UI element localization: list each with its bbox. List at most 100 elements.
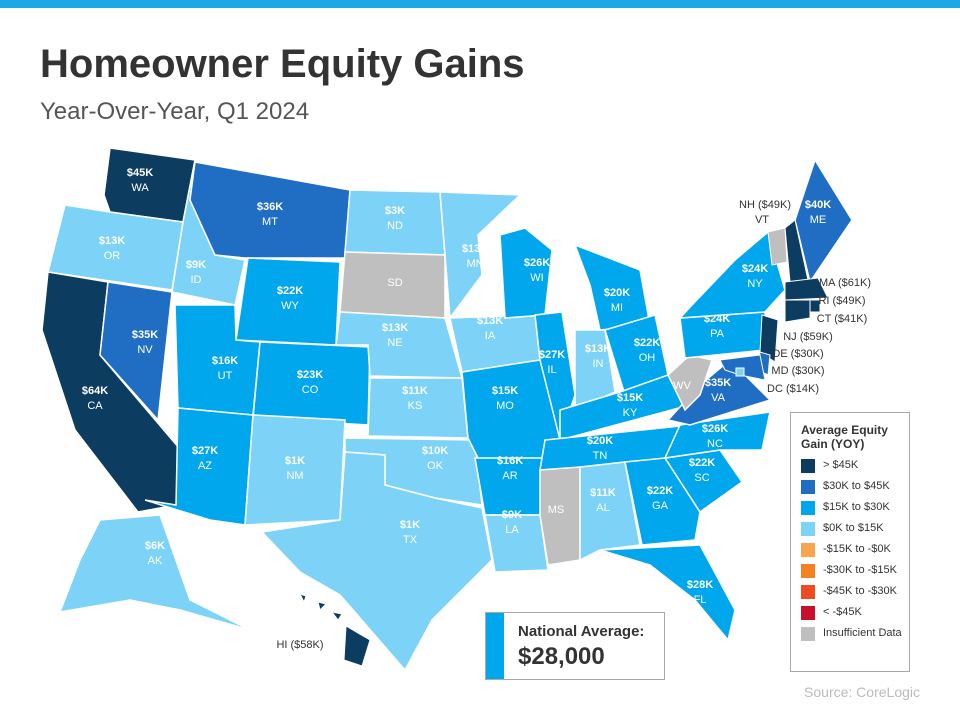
legend-item: > $45K [801,459,909,480]
legend-swatch [801,459,815,473]
legend-item: Insufficient Data [801,627,909,648]
state-value: $35K [705,377,731,389]
legend: Average Equity Gain (YOY) > $45K $30K to … [790,412,910,672]
state-value: $13K [462,243,488,255]
state-value: $27K [539,349,565,361]
state-value: $11K [402,385,428,397]
state-value: $22K [634,337,660,349]
legend-label: $0K to $15K [823,522,884,534]
state-value: $22K [647,485,673,497]
title: Homeowner Equity Gains [40,42,525,86]
legend-swatch [801,480,815,494]
legend-swatch [801,522,815,536]
state [58,514,251,631]
national-average-label: National Average: [518,623,645,640]
state-abbr: AL [596,502,609,514]
state-abbr: TX [403,534,418,546]
state-abbr: IL [547,364,556,376]
state-abbr: OH [639,352,656,364]
state [103,147,196,223]
callout-label: VT [755,214,769,226]
state [260,451,493,672]
state-abbr: WA [131,182,149,194]
state-value: $16K [497,455,523,467]
state-abbr: CA [87,400,103,412]
state-value: $10K [422,445,448,457]
state-abbr: VA [711,392,726,404]
state [735,367,745,377]
callout-label: MD ($30K) [771,365,824,377]
state [484,514,549,573]
state-abbr: GA [652,500,669,512]
state-value: $45K [127,167,153,179]
state-value: $15K [617,392,643,404]
state-abbr: NE [387,337,402,349]
state [599,544,736,642]
state-abbr: MS [548,504,565,516]
state-value: $28K [687,579,713,591]
callout-label: CT ($41K) [817,313,868,325]
subtitle: Year-Over-Year, Q1 2024 [40,98,310,125]
state-value: $24K [742,263,768,275]
callout-label: NH ($49K) [739,199,791,211]
state-value: $9K [502,509,522,521]
state [317,601,327,611]
state [499,227,553,319]
state-abbr: TN [593,450,608,462]
legend-label: $15K to $30K [823,501,890,513]
state [539,466,581,566]
state [343,625,371,667]
state [794,158,853,284]
state [624,457,701,546]
legend-label: -$15K to -$0K [823,543,891,555]
legend-swatch [801,543,815,557]
state-abbr: IA [485,330,496,342]
state-value: $36K [257,201,283,213]
state [759,314,779,363]
state-abbr: OK [427,460,444,472]
state-value: $16K [212,355,238,367]
state-abbr: FL [694,594,707,606]
state-abbr: NM [286,470,303,482]
legend-swatch [801,585,815,599]
state-abbr: ND [387,220,403,232]
state-value: $13K [585,343,611,355]
state [299,593,307,604]
state-abbr: ID [191,274,202,286]
state [574,329,616,412]
state-abbr: MT [262,216,278,228]
state-value: $22K [277,285,303,297]
state-abbr: NY [747,278,763,290]
state-value: $1K [285,455,305,467]
state-abbr: UT [218,370,233,382]
state-value: $13K [382,322,408,334]
state-abbr: WI [530,272,543,284]
legend-swatch [801,606,815,620]
legend-label: -$45K to -$30K [823,585,897,597]
state-value: $23K [297,369,323,381]
state-value: $11K [590,487,616,499]
legend-swatch [801,564,815,578]
state-abbr: WV [673,380,691,392]
state-abbr: PA [710,328,725,340]
callout-label: MA ($61K) [819,277,871,289]
legend-label: Insufficient Data [823,627,902,639]
source: Source: CoreLogic [804,684,920,700]
legend-label: > $45K [823,459,859,471]
state-value: $15K [492,385,518,397]
state [439,191,522,321]
state [784,299,811,323]
state-abbr: MO [496,400,514,412]
state-abbr: KY [623,407,638,419]
callout-label: DE ($30K) [772,348,823,360]
state [579,461,641,562]
state-value: $27K [192,445,218,457]
state [99,281,173,422]
top-bar [0,0,960,8]
legend-label: < -$45K [823,606,862,618]
state-value: $22K [689,457,715,469]
state-abbr: SC [694,472,709,484]
state [767,227,788,266]
callout-label: RI ($49K) [818,295,865,307]
state-abbr: WY [281,300,299,312]
